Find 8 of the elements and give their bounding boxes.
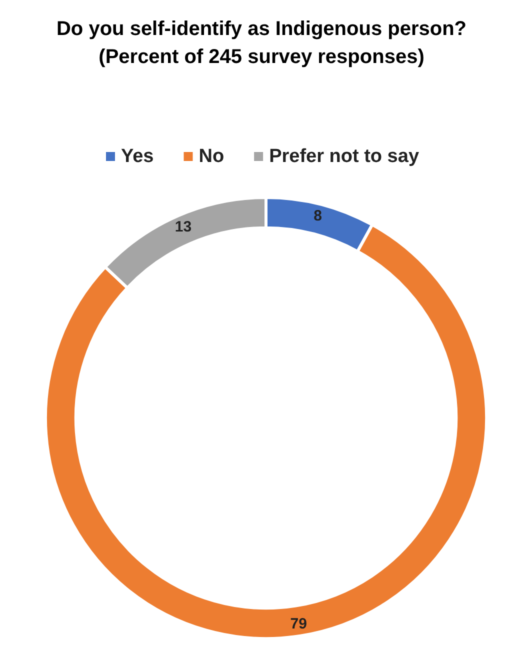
data-label: 79 [290, 615, 307, 632]
legend-label: No [198, 146, 224, 167]
chart-subtitle: (Percent of 245 survey responses) [98, 46, 424, 68]
data-label: 13 [174, 218, 192, 236]
chart-title: Do you self-identify as Indigenous person? [56, 18, 467, 40]
legend-label: Yes [120, 146, 154, 167]
data-label: 8 [314, 208, 322, 225]
legend-label: Prefer not to say [269, 146, 420, 167]
